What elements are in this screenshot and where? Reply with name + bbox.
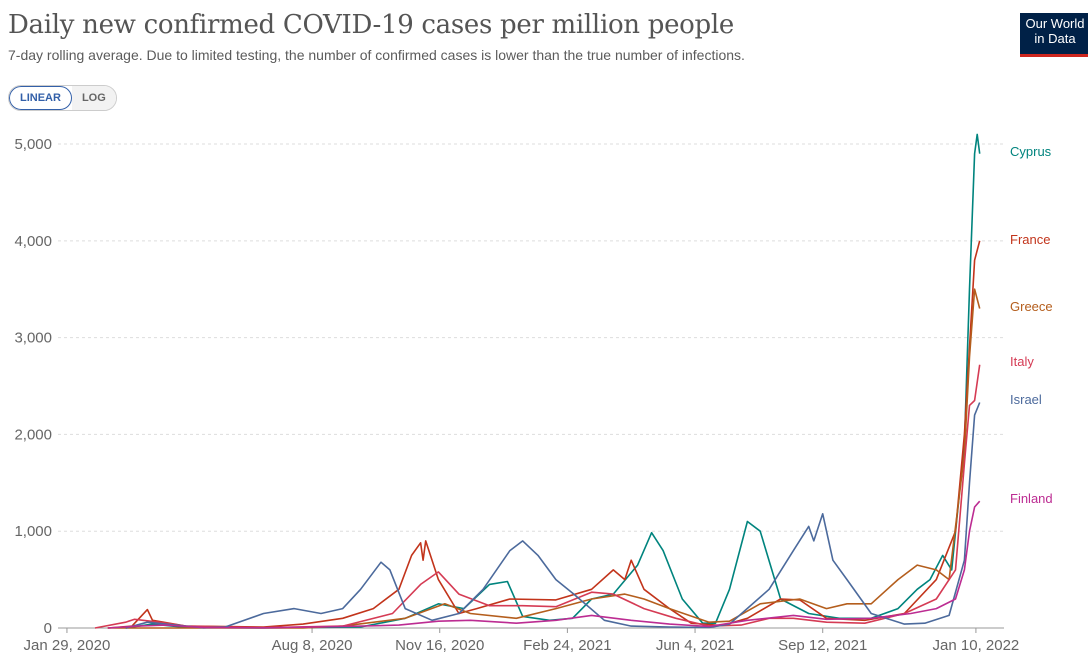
linear-scale-button[interactable]: LINEAR bbox=[9, 86, 72, 110]
logo-line-1: Our World bbox=[1025, 16, 1085, 31]
scale-toggle: LINEAR LOG bbox=[8, 85, 117, 111]
series-line-greece bbox=[107, 288, 981, 629]
y-tick-label: 1,000 bbox=[14, 523, 52, 540]
y-tick-label: 5,000 bbox=[14, 136, 52, 153]
x-tick-label: Feb 24, 2021 bbox=[523, 637, 611, 654]
x-tick-label: Nov 16, 2020 bbox=[395, 637, 484, 654]
series-label-france: France bbox=[1010, 232, 1050, 247]
x-tick-label: Sep 12, 2021 bbox=[778, 637, 867, 654]
x-tick-label: Aug 8, 2020 bbox=[272, 637, 353, 654]
x-tick-label: Jan 29, 2020 bbox=[24, 637, 111, 654]
y-tick-label: 4,000 bbox=[14, 233, 52, 250]
owid-logo[interactable]: Our World in Data bbox=[1020, 13, 1088, 57]
series-label-israel: Israel bbox=[1010, 392, 1042, 407]
x-tick-label: Jan 10, 2022 bbox=[933, 637, 1020, 654]
x-tick-label: Jun 4, 2021 bbox=[656, 637, 734, 654]
chart-title: Daily new confirmed COVID-19 cases per m… bbox=[8, 10, 734, 40]
series-label-greece: Greece bbox=[1010, 299, 1053, 314]
y-tick-label: 0 bbox=[44, 620, 52, 637]
series-label-finland: Finland bbox=[1010, 491, 1053, 506]
y-tick-label: 2,000 bbox=[14, 426, 52, 443]
series-line-cyprus bbox=[125, 133, 981, 629]
series-label-cyprus: Cyprus bbox=[1010, 144, 1052, 159]
series-line-israel bbox=[125, 402, 981, 629]
log-scale-button[interactable]: LOG bbox=[71, 86, 116, 110]
y-tick-label: 3,000 bbox=[14, 330, 52, 347]
chart-subtitle: 7-day rolling average. Due to limited te… bbox=[8, 47, 745, 63]
series-label-italy: Italy bbox=[1010, 354, 1034, 369]
series-line-finland bbox=[107, 500, 981, 629]
logo-line-2: in Data bbox=[1034, 31, 1076, 46]
series-line-italy bbox=[94, 364, 981, 629]
